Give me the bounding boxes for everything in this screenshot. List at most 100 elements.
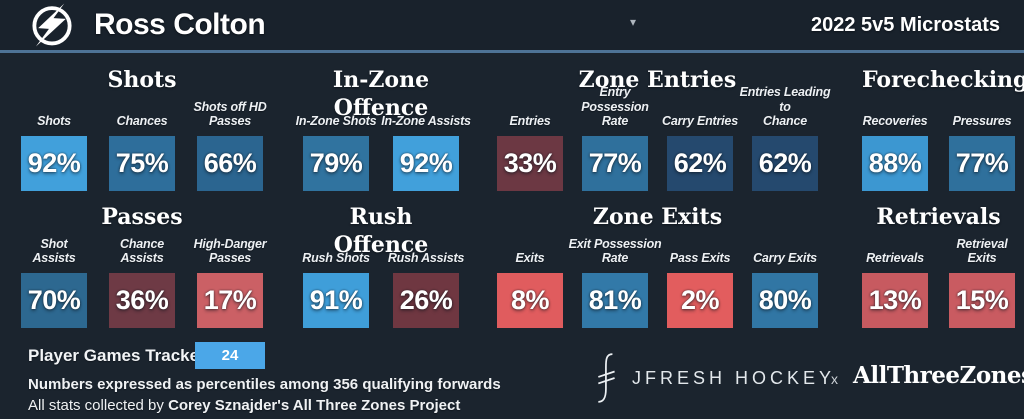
- stat-value-box: 26%: [393, 273, 459, 328]
- stat-label: Pass Exits: [669, 251, 731, 266]
- stat-shot-assists: Shot Assists 70%: [21, 233, 87, 328]
- stat-value-box: 2%: [667, 273, 733, 328]
- stat-value-box: 81%: [582, 273, 648, 328]
- stat-entries-leading-to-chance: Entries Leading to Chance 62%: [740, 85, 831, 191]
- section-zone-exits: Zone Exits Exits 8% Exit Possession Rate 81%…: [497, 203, 818, 328]
- section-zone-entries: Zone Entries Entries 33% Entry Possession R…: [497, 66, 831, 191]
- stat-label: Entries: [509, 114, 551, 129]
- stat-exit-possession-rate: Exit Possession Rate 81%: [569, 233, 662, 328]
- stat-value-box: 77%: [949, 136, 1015, 191]
- stat-retrieval-exits: Retrieval Exits 15%: [949, 233, 1015, 328]
- stat-entries: Entries 33%: [497, 96, 563, 191]
- stat-value-box: 62%: [752, 136, 818, 191]
- stat-value-box: 15%: [949, 273, 1015, 328]
- stat-label: High-Danger Passes: [193, 236, 267, 266]
- stat-value-box: 33%: [497, 136, 563, 191]
- section-title: Rush Offence: [333, 204, 429, 258]
- stat-value-box: 8%: [497, 273, 563, 328]
- section-passes: Passes Shot Assists 70% Chance Assists 36% Hi…: [21, 203, 267, 328]
- lightning-team-logo-icon: [24, 2, 80, 48]
- jfresh-brand: JFRESH HOCKEY: [632, 368, 836, 388]
- section-title: Zone Entries: [578, 67, 737, 93]
- header: Ross Colton ▾ 2022 5v5 Microstats: [0, 0, 1024, 53]
- stat-in-zone-assists: In-Zone Assists 92%: [381, 96, 471, 191]
- stat-label: In-Zone Assists: [381, 114, 471, 129]
- credit-bold: Corey Sznajder's All Three Zones Project: [168, 397, 461, 414]
- stats-row-bottom: Passes Shot Assists 70% Chance Assists 36% Hi…: [0, 203, 1024, 333]
- stat-label: Exits: [515, 251, 545, 266]
- stat-recoveries: Recoveries 88%: [862, 96, 928, 191]
- section-title: Retrievals: [876, 204, 1001, 230]
- stat-label: Retrievals: [866, 251, 924, 266]
- stat-chances: Chances 75%: [109, 96, 175, 191]
- allthreezones-brand: AllThreeZones: [853, 362, 1024, 389]
- stat-value-box: 66%: [197, 136, 263, 191]
- section-title: In-Zone Offence: [332, 67, 430, 121]
- stat-value-box: 88%: [862, 136, 928, 191]
- games-tracked-label: Player Games Tracked:: [28, 346, 216, 365]
- section-in-zone-offence: In-Zone Offence In-Zone Shots 79% In-Zone A…: [296, 66, 471, 191]
- stat-carry-entries: Carry Entries 62%: [662, 96, 738, 191]
- section-retrievals: Retrievals Retrievals 13% Retrieval Exits 15…: [862, 203, 1015, 328]
- stat-label: Chance Assists: [120, 236, 164, 266]
- stat-label: Rush Assists: [387, 251, 465, 266]
- stat-value-box: 36%: [109, 273, 175, 328]
- stat-label: Pressures: [952, 114, 1012, 129]
- percentile-note: Numbers expressed as percentiles among 3…: [28, 376, 501, 393]
- stat-pressures: Pressures 77%: [949, 96, 1015, 191]
- stat-exits: Exits 8%: [497, 233, 563, 328]
- stat-value-box: 92%: [21, 136, 87, 191]
- stats-row-top: Shots Shots 92% Chances 75% Shots off HD Pass…: [0, 66, 1024, 196]
- stat-value-box: 91%: [303, 273, 369, 328]
- stat-value-box: 70%: [21, 273, 87, 328]
- stat-label: Shot Assists: [32, 236, 76, 266]
- stat-value-box: 62%: [667, 136, 733, 191]
- stat-label: Chances: [116, 114, 168, 129]
- report-title: 2022 5v5 Microstats: [810, 13, 1000, 36]
- jfresh-monogram-icon: [594, 352, 620, 404]
- section-title: Shots: [107, 67, 177, 93]
- stat-value-box: 80%: [752, 273, 818, 328]
- stat-label: Rush Shots: [302, 251, 370, 266]
- player-name: Ross Colton: [94, 8, 266, 41]
- player-dropdown-caret-icon[interactable]: ▾: [630, 15, 637, 29]
- stat-label: Recoveries: [862, 114, 928, 129]
- section-title: Forechecking: [862, 67, 1024, 93]
- section-forechecking: Forechecking Recoveries 88% Pressures 77%: [862, 66, 1024, 191]
- stat-rush-shots: Rush Shots 91%: [302, 233, 370, 328]
- section-title: Zone Exits: [592, 204, 723, 230]
- stat-value-box: 75%: [109, 136, 175, 191]
- credit-note: All stats collected by Corey Sznajder's …: [28, 397, 460, 414]
- stat-value-box: 13%: [862, 273, 928, 328]
- brand-separator: x: [831, 371, 838, 387]
- stat-value-box: 92%: [393, 136, 459, 191]
- stat-value-box: 79%: [303, 136, 369, 191]
- stat-pass-exits: Pass Exits 2%: [667, 233, 733, 328]
- stat-label: In-Zone Shots: [295, 114, 377, 129]
- stat-label: Entries Leading to Chance: [739, 84, 831, 129]
- stat-carry-exits: Carry Exits 80%: [752, 233, 818, 328]
- stat-high-danger-passes: High-Danger Passes 17%: [194, 233, 267, 328]
- stat-shots: Shots 92%: [21, 96, 87, 191]
- section-title: Passes: [101, 204, 183, 230]
- section-rush-offence: Rush Offence Rush Shots 91% Rush Assists 26%: [302, 203, 464, 328]
- stat-shots-off-hd-passes: Shots off HD Passes 66%: [193, 96, 267, 191]
- credit-prefix: All stats collected by: [28, 397, 169, 414]
- stat-value-box: 77%: [582, 136, 648, 191]
- stat-label: Carry Entries: [662, 114, 738, 129]
- stat-chance-assists: Chance Assists 36%: [109, 233, 175, 328]
- stat-rush-assists: Rush Assists 26%: [388, 233, 464, 328]
- stat-label: Retrieval Exits: [956, 236, 1008, 266]
- stat-retrievals: Retrievals 13%: [862, 233, 928, 328]
- stat-label: Shots off HD Passes: [193, 99, 267, 129]
- stat-value-box: 17%: [197, 273, 263, 328]
- stat-label: Exit Possession Rate: [568, 236, 662, 266]
- section-shots: Shots Shots 92% Chances 75% Shots off HD Pass…: [21, 66, 267, 191]
- footer: Player Games Tracked: 24 Numbers express…: [0, 336, 1024, 419]
- stat-label: Shots: [37, 114, 71, 129]
- stat-in-zone-shots: In-Zone Shots 79%: [296, 96, 377, 191]
- games-tracked-value-box: 24: [195, 342, 265, 369]
- stat-entry-possession-rate: Entry Possession Rate 77%: [581, 85, 649, 191]
- stat-label: Entry Possession Rate: [581, 84, 649, 129]
